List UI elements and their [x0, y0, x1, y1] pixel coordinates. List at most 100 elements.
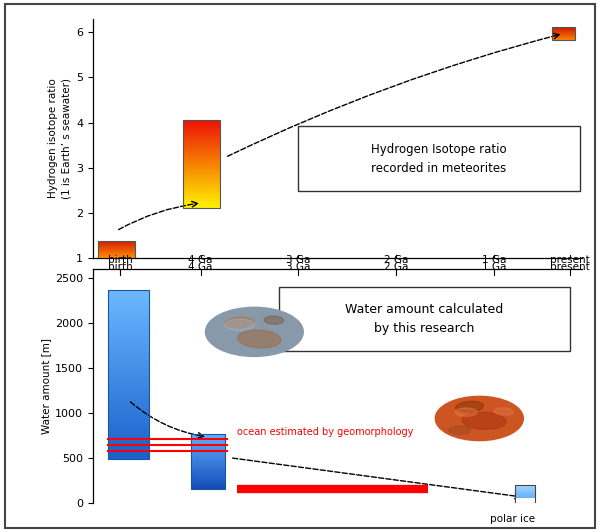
Bar [184, 154, 220, 155]
Bar [107, 396, 149, 397]
Bar [184, 152, 220, 153]
Bar [107, 408, 149, 409]
Bar [107, 297, 149, 298]
Bar [184, 176, 220, 177]
Bar [107, 420, 149, 421]
Bar [107, 387, 149, 388]
Bar [107, 326, 149, 327]
Bar [184, 146, 220, 147]
Bar [107, 389, 149, 390]
Ellipse shape [264, 316, 284, 325]
Bar [107, 452, 149, 453]
Bar [107, 371, 149, 372]
Bar [184, 182, 220, 183]
Bar [107, 336, 149, 337]
Ellipse shape [225, 319, 254, 331]
Bar [107, 384, 149, 385]
Bar [107, 406, 149, 407]
Ellipse shape [494, 408, 514, 415]
Text: 1 Ga: 1 Ga [482, 262, 506, 272]
Bar [107, 386, 149, 387]
Bar [107, 407, 149, 408]
Bar [184, 148, 220, 149]
Bar [107, 394, 149, 395]
Bar [107, 350, 149, 351]
Bar [184, 122, 220, 123]
Bar [107, 346, 149, 347]
Ellipse shape [455, 401, 484, 412]
Bar [107, 440, 149, 442]
Bar [107, 416, 149, 417]
Bar [107, 410, 149, 411]
Bar [107, 445, 149, 446]
Bar [107, 436, 149, 437]
Bar [184, 167, 220, 168]
Bar [184, 133, 220, 134]
Bar [107, 321, 149, 322]
Bar [107, 356, 149, 358]
Bar [107, 335, 149, 336]
Bar [107, 437, 149, 438]
Text: 2 Ga: 2 Ga [384, 255, 409, 265]
Bar [184, 141, 220, 142]
Bar [184, 169, 220, 170]
Bar [107, 363, 149, 364]
Bar [107, 313, 149, 314]
Bar [184, 150, 220, 151]
Bar [184, 123, 220, 124]
Bar [107, 429, 149, 430]
Bar [184, 134, 220, 135]
Bar [184, 128, 220, 129]
Bar [107, 401, 149, 403]
Bar [184, 184, 220, 185]
Bar [184, 147, 220, 148]
Bar [184, 158, 220, 159]
Bar [107, 414, 149, 415]
Bar [107, 301, 149, 302]
Bar [184, 132, 220, 133]
Bar [184, 140, 220, 141]
Bar [107, 438, 149, 439]
Bar [184, 179, 220, 180]
Bar [107, 339, 149, 341]
Bar [107, 290, 149, 292]
Bar [107, 455, 149, 456]
Bar [107, 307, 149, 308]
Bar [107, 305, 149, 306]
Bar [107, 308, 149, 309]
Ellipse shape [463, 412, 506, 429]
Bar [107, 296, 149, 297]
Bar [184, 131, 220, 132]
Bar [107, 338, 149, 339]
Bar [107, 385, 149, 386]
Y-axis label: Hydrogen isotope ratio
(1 is Earth’ s seawater): Hydrogen isotope ratio (1 is Earth’ s se… [48, 78, 72, 199]
Bar [107, 413, 149, 414]
Bar [184, 138, 220, 139]
Bar [107, 348, 149, 350]
Bar [107, 400, 149, 401]
Bar [184, 201, 220, 202]
Bar [107, 424, 149, 425]
Bar [184, 204, 220, 205]
Bar [184, 205, 220, 206]
Text: birth: birth [107, 262, 132, 272]
Bar [184, 188, 220, 189]
Bar [107, 351, 149, 352]
Bar [184, 156, 220, 157]
Bar [107, 365, 149, 367]
Bar [107, 311, 149, 312]
Bar [184, 142, 220, 143]
Bar [107, 323, 149, 324]
Bar [184, 153, 220, 154]
Bar [184, 120, 220, 121]
Bar [107, 315, 149, 316]
FancyBboxPatch shape [279, 287, 570, 352]
Bar [551, 27, 575, 40]
Bar [107, 417, 149, 418]
Bar [107, 415, 149, 416]
Text: 1 Ga: 1 Ga [482, 255, 506, 265]
Bar [515, 485, 535, 503]
Bar [107, 448, 149, 450]
Text: present: present [550, 255, 590, 265]
Bar [184, 177, 220, 178]
